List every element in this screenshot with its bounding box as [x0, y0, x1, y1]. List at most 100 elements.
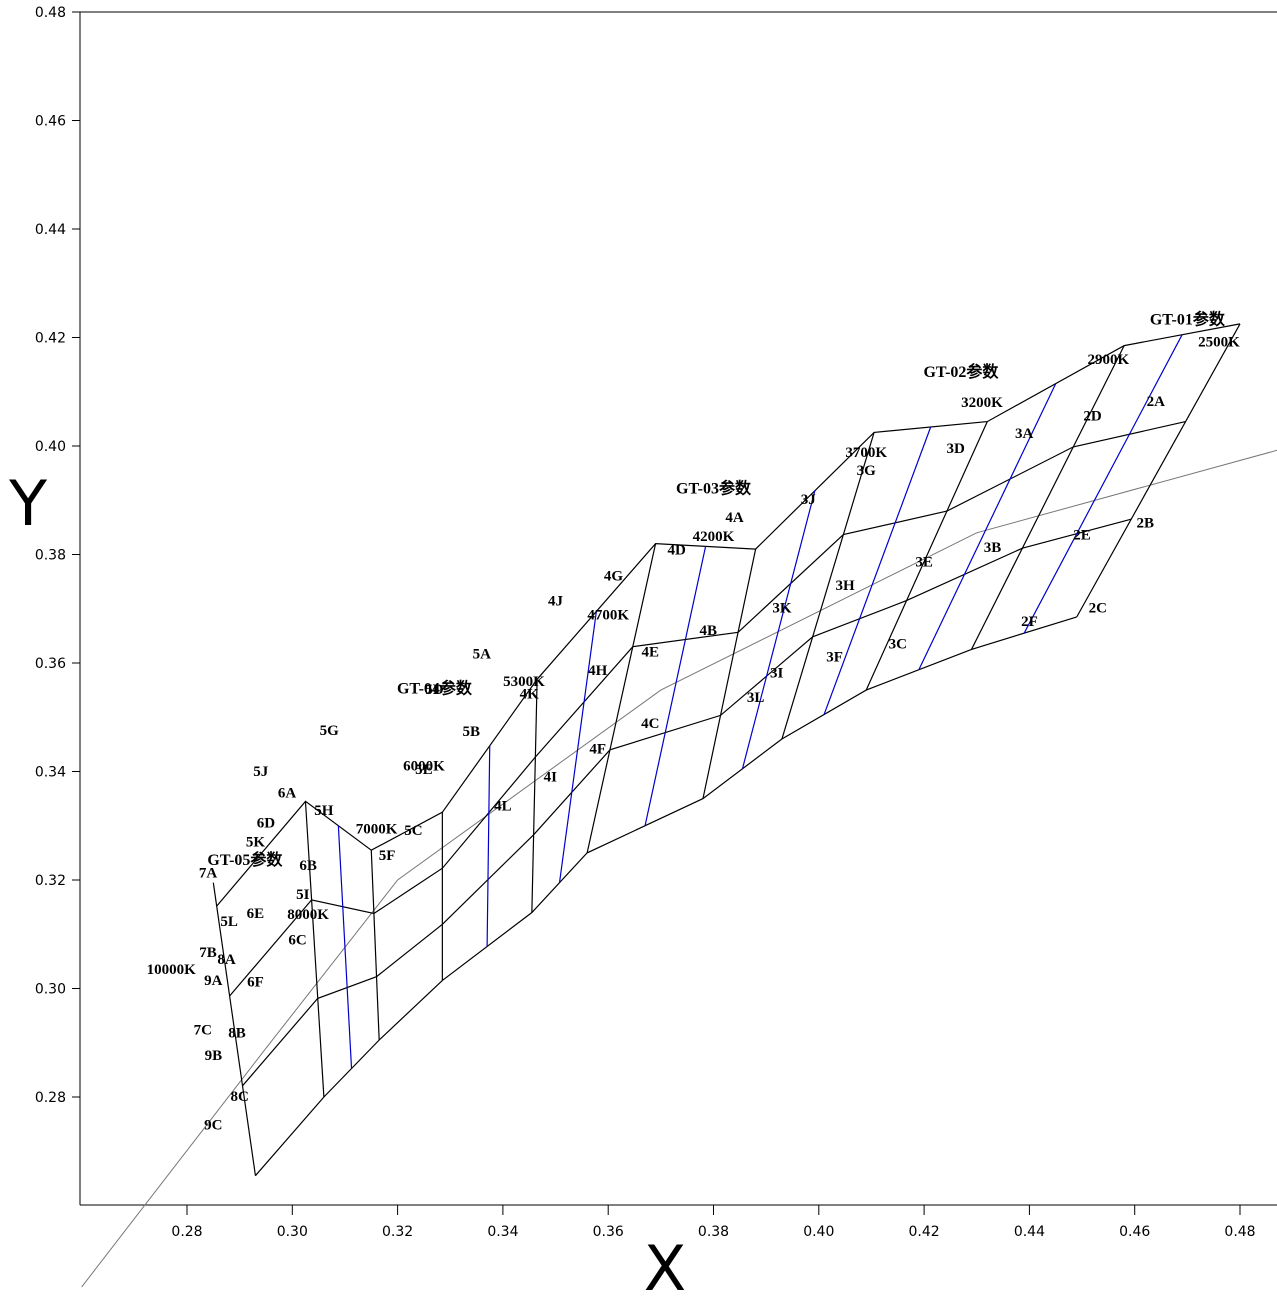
y-tick-label: 0.30 [35, 982, 66, 998]
cct-boundary-line [370, 850, 380, 1041]
cct-boundary-line [702, 548, 757, 799]
cct-boundary-line [586, 543, 657, 854]
bin-label: 7A [199, 865, 218, 881]
bin-label: 3G [857, 463, 877, 479]
bin-label: 5L [220, 914, 238, 930]
bin-label: 2A [1147, 394, 1166, 410]
bin-label: 5B [463, 724, 481, 740]
bin-grid [216, 323, 1241, 1177]
bin-label: 7C [194, 1023, 212, 1039]
bin-label: 4D [667, 543, 686, 559]
x-axis-label: X [644, 1232, 686, 1305]
cct-boundary-line [865, 421, 988, 691]
bin-label: 5E [415, 762, 433, 778]
bin-label: 3F [826, 649, 843, 665]
bin-label: 3L [747, 690, 765, 706]
locus-curve [81, 449, 1277, 1288]
bin-label: 5F [379, 848, 396, 864]
x-tick-label: 0.34 [487, 1224, 518, 1240]
bin-label: 3J [801, 492, 817, 508]
bin-label: 3C [889, 636, 907, 652]
x-tick-label: 0.44 [1014, 1224, 1045, 1240]
x-tick-labels: 0.28 0.30 0.32 0.34 0.36 0.38 0.40 0.42 0.44 0.46… [171, 1205, 1256, 1240]
bin-split-line [558, 611, 597, 883]
y-tick-label: 0.28 [35, 1090, 66, 1106]
y-tick-label: 0.42 [35, 331, 66, 347]
x-tick-label: 0.40 [803, 1224, 834, 1240]
cct-label: 2900K [1088, 352, 1130, 368]
bin-split-line [486, 745, 491, 947]
group-label: GT-02参数 [923, 362, 999, 381]
x-tick-label: 0.32 [382, 1224, 413, 1240]
bin-label: 4A [725, 510, 744, 526]
bin-row-line [242, 518, 1132, 1087]
cct-label: 4200K [693, 529, 735, 545]
bin-label: 6A [278, 786, 297, 802]
bin-label: 3A [1015, 426, 1034, 442]
group-label: GT-04参数 [397, 678, 473, 697]
bin-label: 4J [548, 593, 564, 609]
y-axis-label: Y [8, 467, 47, 540]
bin-split-line [823, 426, 932, 715]
bin-split-line [741, 490, 816, 769]
bin-label: 2F [1021, 614, 1038, 630]
bin-label: 8C [230, 1089, 248, 1105]
cct-boundary-line [531, 679, 538, 913]
group-label: GT-03参数 [676, 479, 752, 498]
cct-label: 7000K [356, 821, 398, 837]
bin-label: 3B [984, 540, 1002, 556]
cct-boundary-line [781, 432, 875, 740]
cct-label: 8000K [287, 907, 329, 923]
bin-label: 4F [589, 742, 606, 758]
cct-label: 6000K [403, 758, 445, 774]
y-tick-label: 0.46 [35, 114, 66, 130]
bin-row-line [254, 616, 1077, 1177]
bin-label: 4I [544, 769, 558, 785]
planckian-locus [81, 449, 1277, 1288]
bin-label: 5C [404, 823, 422, 839]
bin-label: 5D [425, 682, 444, 698]
y-tick-labels: 0.48 0.46 0.44 0.42 0.40 0.38 0.36 0.34 0.32 0.30… [35, 5, 80, 1106]
bin-split-line [337, 825, 353, 1069]
bin-label: 3E [915, 554, 933, 570]
bin-label: 5I [296, 887, 310, 903]
x-tick-label: 0.42 [909, 1224, 940, 1240]
bin-split-line [644, 546, 707, 826]
bin-label: 5J [253, 764, 269, 780]
cct-label: 10000K [147, 962, 197, 978]
bin-label: 5A [473, 647, 492, 663]
cct-boundary-line [1076, 323, 1241, 618]
y-tick-label: 0.48 [35, 5, 66, 21]
y-tick-label: 0.38 [35, 548, 66, 564]
cct-label: 5300K [503, 674, 545, 690]
cct-boundary-line [970, 345, 1125, 650]
x-tick-label: 0.28 [171, 1224, 202, 1240]
y-tick-label: 0.36 [35, 656, 66, 672]
cct-boundary-line [212, 882, 257, 1176]
x-tick-label: 0.36 [593, 1224, 624, 1240]
bin-row-line [216, 323, 1241, 907]
bin-label: 6D [257, 815, 276, 831]
bin-label: 4K [520, 686, 540, 702]
group-label: GT-01参数 [1150, 309, 1226, 328]
y-tick-label: 0.34 [35, 765, 66, 781]
x-tick-label: 0.48 [1224, 1224, 1255, 1240]
cct-label: 2500K [1198, 335, 1240, 351]
bin-label: 3H [836, 578, 856, 594]
bin-label: 8B [228, 1025, 246, 1041]
cct-label: 3700K [845, 445, 887, 461]
bin-label: 9B [205, 1048, 223, 1064]
bin-label: 2B [1136, 515, 1154, 531]
bin-label: 4B [699, 623, 717, 639]
group-label: GT-05参数 [207, 850, 283, 869]
bin-label: 8A [217, 952, 236, 968]
bin-label: 6E [247, 906, 265, 922]
bin-label: 6F [247, 974, 264, 990]
bin-labels: GT-01参数 GT-02参数 GT-03参数 GT-04参数 GT-05参数 2A 2B 2… [194, 309, 1226, 1133]
bin-label: 2E [1073, 527, 1091, 543]
cct-label: 4700K [587, 608, 629, 624]
cct-lines: 10000K 8000K 7000K 6000K 5300K 4700K 4200K 3700… [147, 323, 1241, 1176]
x-tick-label: 0.38 [698, 1224, 729, 1240]
cct-boundary-line [304, 801, 325, 1098]
